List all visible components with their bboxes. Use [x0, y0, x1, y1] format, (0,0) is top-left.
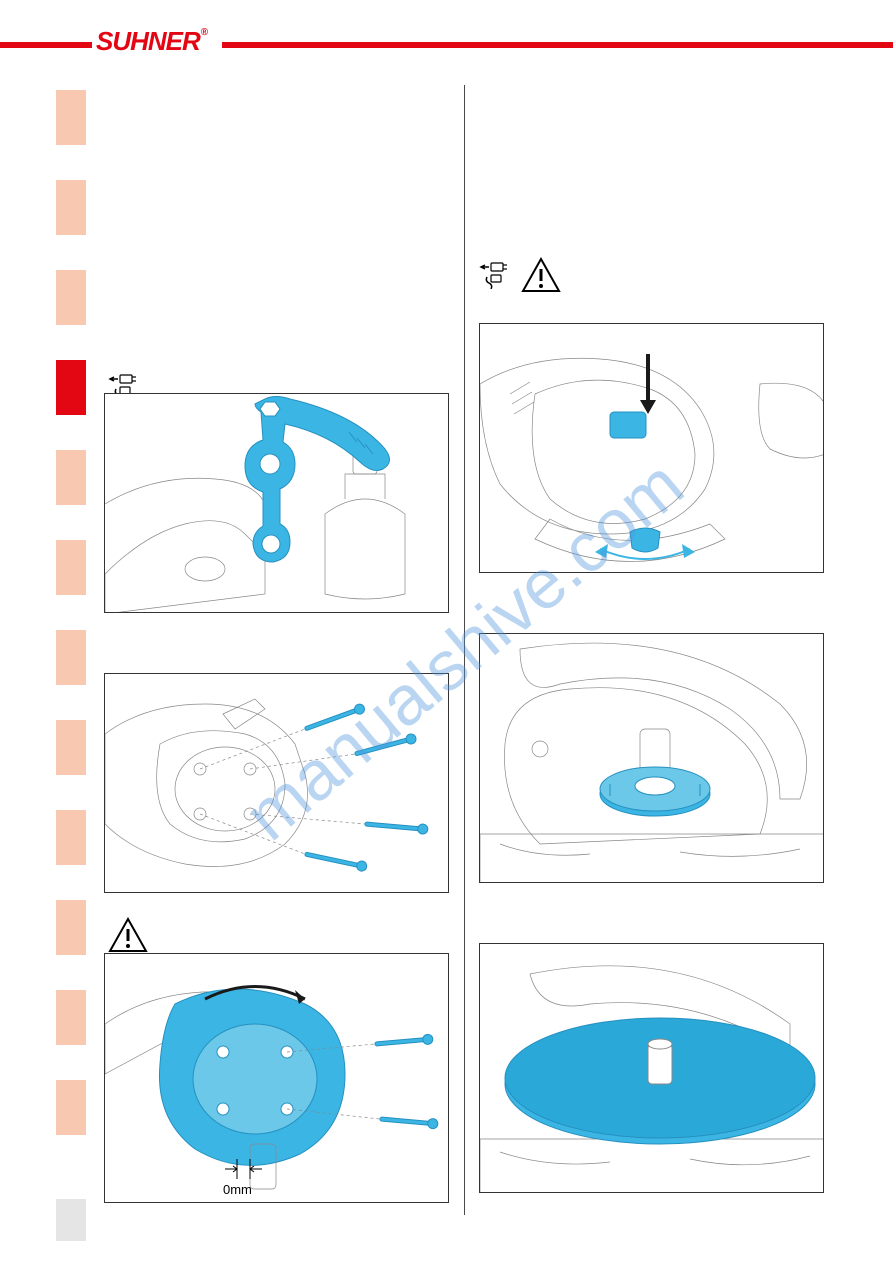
side-tab: [56, 810, 86, 865]
side-tab: [56, 630, 86, 685]
side-tab: [56, 90, 86, 145]
page-number-box: [56, 1199, 86, 1241]
unplug-icon: [479, 261, 511, 289]
side-tab: [56, 1080, 86, 1135]
side-tab-active: [56, 360, 86, 415]
side-tab: [56, 270, 86, 325]
figure-guard-adjust: [479, 323, 824, 573]
figure-inner-flange: [479, 633, 824, 883]
figure-gearhead-screws: [104, 673, 449, 893]
figure-clamp-lever: [104, 393, 449, 613]
figure-mount-disc: [479, 943, 824, 1193]
figure-gearhead-rotate: 0mm: [104, 953, 449, 1203]
brand-logo: SUHNER: [92, 26, 222, 58]
column-divider: [464, 85, 465, 1215]
side-tab: [56, 900, 86, 955]
side-tab: [56, 180, 86, 235]
side-tab: [56, 450, 86, 505]
dimension-label: 0mm: [223, 1182, 252, 1197]
icon-row: [479, 257, 561, 293]
side-tab: [56, 720, 86, 775]
warning-icon: [108, 917, 148, 958]
content-area: manualshive.com: [104, 85, 824, 1215]
side-tab: [56, 540, 86, 595]
warning-icon: [521, 257, 561, 293]
side-tab: [56, 990, 86, 1045]
